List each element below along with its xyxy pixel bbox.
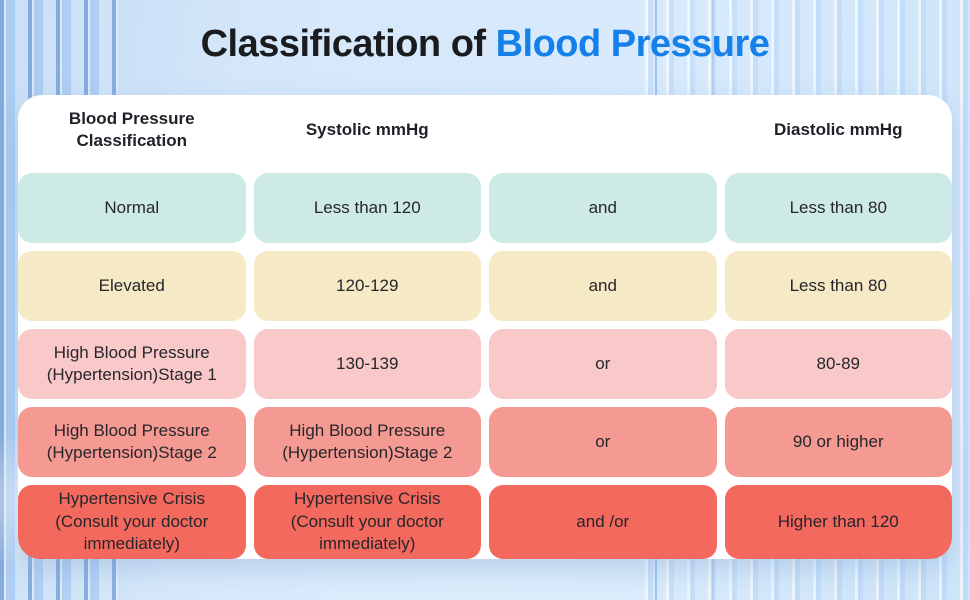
row-1-classification-cell: Normal bbox=[18, 173, 246, 243]
row-5-classification-cell: Hypertensive Crisis (Consult your doctor… bbox=[18, 485, 246, 559]
col-header-connector bbox=[489, 95, 717, 165]
row-2-classification-cell: Elevated bbox=[18, 251, 246, 321]
col-header-classification: Blood Pressure Classification bbox=[68, 108, 195, 150]
row-1-diastolic-cell: Less than 80 bbox=[724, 173, 952, 243]
bp-table-card: Blood Pressure Classification Systolic m… bbox=[18, 95, 952, 559]
row-4-systolic-cell: High Blood Pressure (Hypertension)Stage … bbox=[253, 407, 481, 477]
row-3-connector-cell: or bbox=[489, 329, 717, 399]
row-4-diastolic-cell: 90 or higher bbox=[724, 407, 952, 477]
row-4-classification-cell: High Blood Pressure (Hypertension)Stage … bbox=[18, 407, 246, 477]
col-header-diastolic: Diastolic mmHg bbox=[774, 119, 903, 139]
row-2-connector-cell: and bbox=[489, 251, 717, 321]
row-1-connector-cell: and bbox=[489, 173, 717, 243]
col-header-systolic: Systolic mmHg bbox=[305, 119, 429, 139]
row-5-diastolic-cell: Higher than 120 bbox=[724, 485, 952, 559]
title-highlight: Blood Pressure bbox=[495, 23, 770, 65]
row-3-systolic-cell: 130-139 bbox=[253, 329, 481, 399]
title-prefix: Classification of bbox=[200, 23, 487, 65]
row-1-systolic-cell: Less than 120 bbox=[253, 173, 481, 243]
bp-table: Blood Pressure Classification Systolic m… bbox=[18, 95, 952, 559]
row-3-diastolic-cell: 80-89 bbox=[724, 329, 952, 399]
row-5-systolic-cell: Hypertensive Crisis (Consult your doctor… bbox=[253, 485, 481, 559]
row-4-connector-cell: or bbox=[489, 407, 717, 477]
row-5-connector-cell: and /or bbox=[489, 485, 717, 559]
page-title: Classification of Blood Pressure bbox=[0, 23, 970, 66]
row-3-classification-cell: High Blood Pressure (Hypertension)Stage … bbox=[18, 329, 246, 399]
row-2-systolic-cell: 120-129 bbox=[253, 251, 481, 321]
row-2-diastolic-cell: Less than 80 bbox=[724, 251, 952, 321]
